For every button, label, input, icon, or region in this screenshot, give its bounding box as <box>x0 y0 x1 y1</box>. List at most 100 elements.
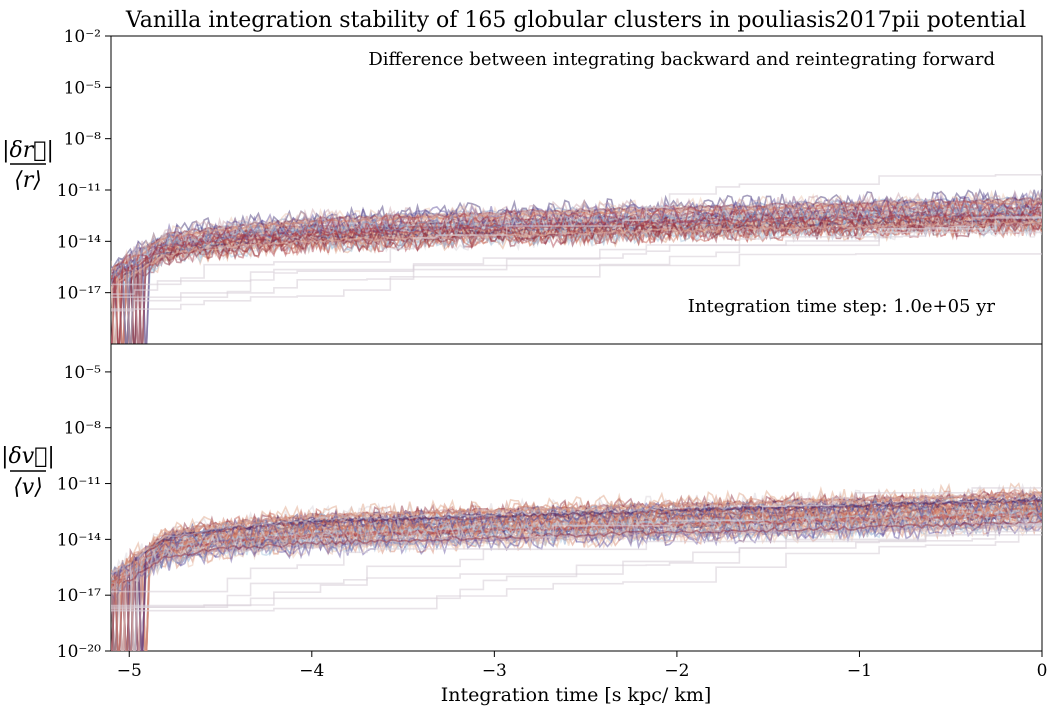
cluster-series-line <box>111 493 1042 651</box>
cluster-series-line <box>111 513 1042 651</box>
bottom-series-group <box>111 482 1042 651</box>
cluster-series-line <box>111 196 1042 344</box>
cluster-series-line <box>111 512 1042 651</box>
cluster-series-line <box>111 210 1042 344</box>
y-tick-label: 10⁻⁵ <box>64 363 102 383</box>
top-y-ticks: 10⁻² 10⁻⁵ 10⁻⁸ 10⁻¹¹ 10⁻¹⁴ 10⁻¹⁷ <box>57 27 111 304</box>
cluster-series-line <box>111 491 1042 651</box>
cluster-series-line <box>111 511 1042 600</box>
cluster-series-line <box>111 498 1042 651</box>
cluster-series-line <box>111 204 1042 310</box>
x-ticks: −5 −4 −3 −2 −1 0 <box>117 651 1048 681</box>
cluster-series-line <box>111 189 1042 344</box>
cluster-series-line <box>111 207 1042 344</box>
cluster-series-line <box>111 502 1042 584</box>
cluster-series-line <box>111 214 1042 344</box>
bottom-panel: 10⁻⁵ 10⁻⁸ 10⁻¹¹ 10⁻¹⁴ 10⁻¹⁷ 10⁻²⁰ −5 −4 −3 −2 −1 0… <box>1 343 1048 706</box>
chart-title: Vanilla integration stability of 165 glo… <box>125 8 1026 33</box>
cluster-series-line <box>111 202 1042 288</box>
cluster-series-line <box>111 499 1042 651</box>
cluster-series-line <box>111 201 1042 344</box>
cluster-series-line <box>111 505 1042 651</box>
cluster-series-line <box>111 497 1042 651</box>
x-tick-label: −3 <box>482 661 507 681</box>
cluster-series-line <box>111 492 1042 651</box>
cluster-series-line <box>111 504 1042 651</box>
bottom-ylabel-numerator: |δv⃗| <box>1 444 55 469</box>
cluster-series-line <box>111 512 1042 651</box>
cluster-series-line <box>111 205 1042 344</box>
cluster-series-line <box>111 200 1042 344</box>
cluster-series-line <box>111 207 1042 289</box>
cluster-series-line <box>111 496 1042 651</box>
cluster-series-line <box>111 214 1042 344</box>
cluster-series-line <box>111 530 1042 612</box>
cluster-series-line <box>111 521 1042 651</box>
cluster-series-line <box>111 495 1042 583</box>
cluster-series-line <box>111 189 1042 344</box>
x-tick-label: −4 <box>299 661 324 681</box>
cluster-series-line <box>111 524 1042 594</box>
top-annotation: Difference between integrating backward … <box>368 49 995 70</box>
cluster-series-line <box>111 220 1042 344</box>
cluster-series-line <box>111 524 1042 651</box>
y-tick-label: 10⁻¹⁷ <box>57 586 101 606</box>
cluster-series-line <box>111 511 1042 588</box>
cluster-series-line <box>111 487 1042 593</box>
cluster-series-line <box>111 231 1042 298</box>
cluster-series-line <box>111 211 1042 344</box>
cluster-series-line <box>111 491 1042 651</box>
y-tick-label: 10⁻⁸ <box>64 130 102 150</box>
cluster-series-line <box>111 494 1042 588</box>
cluster-series-line <box>111 491 1042 651</box>
cluster-series-line <box>111 216 1042 344</box>
cluster-series-line <box>111 208 1042 287</box>
y-tick-label: 10⁻¹¹ <box>57 475 101 495</box>
cluster-series-line <box>111 487 1042 651</box>
cluster-series-line <box>111 496 1042 651</box>
bottom-panel-frame <box>110 343 1043 652</box>
cluster-series-line <box>111 487 1042 651</box>
cluster-series-line <box>111 510 1042 651</box>
top-ylabel: |δr⃗| ⟨r⟩ <box>2 138 54 193</box>
cluster-series-line <box>111 502 1042 651</box>
cluster-series-line <box>111 204 1042 344</box>
cluster-series-line <box>111 491 1042 651</box>
cluster-series-line <box>111 216 1042 344</box>
y-tick-label: 10⁻¹⁴ <box>57 232 101 252</box>
cluster-series-line <box>111 521 1042 651</box>
cluster-series-line <box>111 513 1042 651</box>
cluster-series-line <box>111 193 1042 344</box>
cluster-series-line <box>111 201 1042 344</box>
cluster-series-line <box>111 498 1042 589</box>
cluster-series-line <box>111 206 1042 276</box>
x-axis-label: Integration time [s kpc/ km] <box>441 684 712 706</box>
cluster-series-line <box>111 514 1042 589</box>
cluster-series-line <box>111 195 1042 344</box>
cluster-series-line <box>111 210 1042 344</box>
top-ylabel-numerator: |δr⃗| <box>2 138 54 163</box>
cluster-series-line <box>111 194 1042 344</box>
x-tick-label: 0 <box>1037 661 1048 681</box>
cluster-series-line <box>111 488 1042 651</box>
bottom-ylabel-denominator: ⟨v⟩ <box>13 475 43 500</box>
cluster-series-line <box>111 198 1042 344</box>
cluster-series-line <box>111 509 1042 651</box>
cluster-series-line <box>111 518 1042 651</box>
y-tick-label: 10⁻¹¹ <box>57 181 101 201</box>
cluster-series-line <box>111 199 1042 344</box>
cluster-series-line <box>111 482 1042 651</box>
cluster-series-line <box>111 188 1042 272</box>
bottom-ylabel: |δv⃗| ⟨v⟩ <box>1 444 55 500</box>
x-tick-label: −2 <box>664 661 689 681</box>
cluster-series-line <box>111 170 1042 286</box>
cluster-series-line <box>111 491 1042 577</box>
cluster-series-line <box>111 211 1042 344</box>
cluster-series-line <box>111 510 1042 651</box>
cluster-series-line <box>111 199 1042 344</box>
top-ylabel-denominator: ⟨r⟩ <box>14 168 42 193</box>
cluster-series-line <box>111 496 1042 586</box>
y-tick-label: 10⁻² <box>64 27 101 47</box>
cluster-series-line <box>111 208 1042 344</box>
